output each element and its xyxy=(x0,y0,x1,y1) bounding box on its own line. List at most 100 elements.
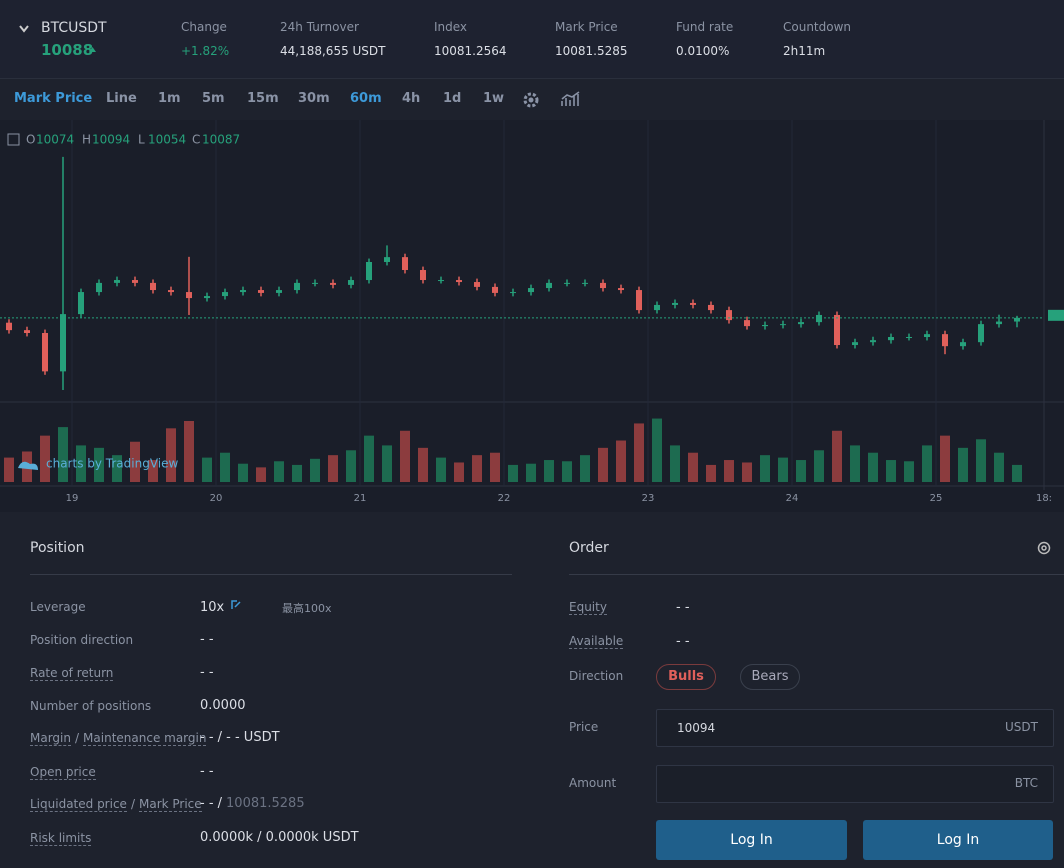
row-value: - - xyxy=(200,665,214,680)
ohlc-value: 10087 xyxy=(202,133,240,147)
toolbar-item[interactable]: 15m xyxy=(247,91,279,106)
edit-icon[interactable] xyxy=(230,599,242,611)
candle-body xyxy=(978,324,984,343)
candle-body xyxy=(744,320,750,327)
volume-bar xyxy=(670,445,680,482)
volume-bar xyxy=(166,428,176,482)
candle-body xyxy=(510,292,516,294)
volume-bar xyxy=(490,452,500,482)
candle-body xyxy=(60,314,66,372)
settings-icon[interactable] xyxy=(522,91,540,109)
indicator-icon[interactable] xyxy=(561,91,581,107)
candle-body xyxy=(132,280,138,283)
toolbar-item[interactable]: 60m xyxy=(350,91,382,106)
candle-body xyxy=(654,304,660,311)
amount-unit: BTC xyxy=(1014,776,1038,790)
volume-bar xyxy=(580,455,590,482)
volume-bar xyxy=(868,452,878,482)
row-label: Liquidated price / Mark Price xyxy=(30,797,202,812)
volume-bar xyxy=(616,440,626,482)
volume-bar xyxy=(688,452,698,482)
toolbar-item[interactable]: 5m xyxy=(202,91,225,106)
amount-input[interactable] xyxy=(656,765,1054,803)
toolbar-item[interactable]: 30m xyxy=(298,91,330,106)
volume-bar xyxy=(508,464,518,482)
volume-bar xyxy=(634,423,644,482)
x-tick-label: 19 xyxy=(66,493,79,504)
candle-body xyxy=(438,280,444,282)
stat-value: 44,188,655 USDT xyxy=(280,44,386,58)
volume-bar xyxy=(904,461,914,482)
candle-body xyxy=(924,334,930,338)
login-button[interactable]: Log In xyxy=(863,820,1053,860)
candle-body xyxy=(834,314,840,346)
candle-body xyxy=(582,282,588,284)
volume-bar xyxy=(94,447,104,482)
ohlc-value: 10094 xyxy=(92,133,130,147)
x-tick-label: 25 xyxy=(930,493,943,504)
volume-bar xyxy=(202,457,212,482)
volume-bar xyxy=(886,460,896,482)
volume-bar xyxy=(562,461,572,482)
volume-bar xyxy=(328,455,338,482)
candle-body xyxy=(204,296,210,299)
x-tick-label: 22 xyxy=(498,493,511,504)
last-price-badge xyxy=(1048,309,1064,321)
candle-body xyxy=(780,324,786,326)
row-label: Margin / Maintenance margin xyxy=(30,731,207,746)
volume-bar xyxy=(58,427,68,482)
toolbar-item[interactable]: 1m xyxy=(158,91,181,106)
toolbar-item[interactable]: 1d xyxy=(443,91,462,106)
toolbar-item[interactable]: 4h xyxy=(402,91,421,106)
chevron[interactable] xyxy=(18,24,30,34)
volume-bar xyxy=(526,463,536,482)
divider xyxy=(30,574,512,575)
row-value: 10x xyxy=(200,599,242,615)
volume-bar xyxy=(778,457,788,482)
volume-bar xyxy=(724,460,734,482)
row-value: 0.0000 xyxy=(200,698,246,713)
toolbar-item[interactable]: Mark Price xyxy=(14,91,93,106)
toolbar-item[interactable]: 1w xyxy=(483,91,505,106)
volume-bar xyxy=(472,455,482,482)
bulls-button[interactable]: Bulls xyxy=(656,664,716,690)
candle-body xyxy=(870,340,876,343)
ohlc-key: H xyxy=(82,133,91,147)
direction-label: Direction xyxy=(569,669,624,683)
order-settings[interactable] xyxy=(1036,540,1052,556)
candle-body xyxy=(456,280,462,283)
label-part: Maintenance margin xyxy=(83,731,207,746)
row-label: Number of positions xyxy=(30,699,151,713)
x-tick-label: 18: xyxy=(1036,493,1052,504)
volume-bar xyxy=(40,435,50,482)
volume-bar xyxy=(382,445,392,482)
candle-body xyxy=(474,282,480,287)
ohlc-key: L xyxy=(138,133,145,147)
candle-body xyxy=(816,314,822,323)
position-title: Position xyxy=(30,540,85,556)
equity-label: Equity xyxy=(569,600,607,615)
volume-bar xyxy=(274,461,284,482)
candle-body xyxy=(312,282,318,284)
candle-body xyxy=(168,290,174,293)
toolbar-item[interactable]: Line xyxy=(106,91,137,106)
up-arrow xyxy=(89,47,96,52)
ohlc-key: O xyxy=(26,133,35,147)
symbol[interactable]: BTCUSDT xyxy=(41,20,107,36)
volume-bar xyxy=(994,452,1004,482)
candle-body xyxy=(942,334,948,347)
available-value: - - xyxy=(676,634,690,649)
candle-body xyxy=(888,337,894,341)
candle-body xyxy=(294,282,300,291)
bears-button[interactable]: Bears xyxy=(740,664,800,690)
label-part: Leverage xyxy=(30,600,86,614)
volume-bar xyxy=(148,460,158,482)
label-part: Rate of return xyxy=(30,666,114,681)
volume-bar xyxy=(958,447,968,482)
login-button[interactable]: Log In xyxy=(656,820,847,860)
price-input[interactable] xyxy=(656,709,1054,747)
volume-bar xyxy=(364,435,374,482)
candle-body xyxy=(276,290,282,293)
row-label: Position direction xyxy=(30,633,133,647)
